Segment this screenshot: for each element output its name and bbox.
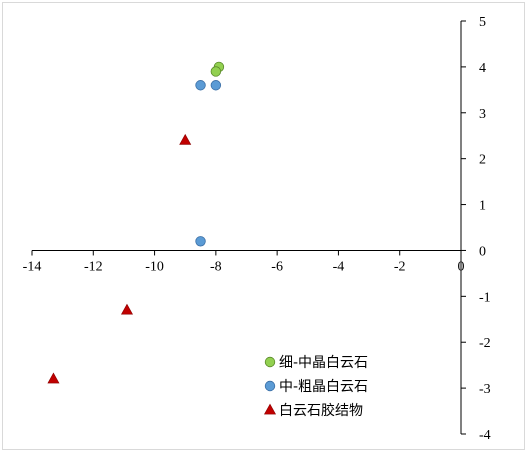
- data-point: [195, 80, 206, 91]
- y-tick-label: -1: [479, 290, 491, 305]
- legend-label: 白云石胶结物: [279, 402, 363, 419]
- data-point: [210, 66, 222, 77]
- legend-label: 细-中晶白云石: [279, 355, 368, 371]
- legend-marker: [264, 380, 276, 392]
- data-points: [47, 61, 225, 384]
- x-tick-label: -6: [271, 259, 283, 274]
- y-tick-label: -4: [479, 428, 491, 443]
- y-tick-label: 3: [479, 107, 486, 122]
- y-tick-label: 5: [479, 15, 486, 30]
- legend-marker: [263, 403, 277, 415]
- data-point: [179, 133, 192, 145]
- data-point: [210, 80, 222, 91]
- y-tick-label: 0: [479, 244, 486, 259]
- x-tick-label: -8: [210, 259, 222, 274]
- x-tick-label: -4: [333, 259, 345, 274]
- y-tick-label: 4: [479, 61, 486, 76]
- data-point: [195, 236, 206, 247]
- legend-label: 中-粗晶白云石: [279, 379, 368, 395]
- data-point: [47, 372, 60, 384]
- legend-marker: [264, 356, 276, 368]
- y-tick-label: 1: [479, 199, 486, 214]
- y-tick-label: -3: [479, 382, 491, 397]
- chart-frame: [2, 2, 525, 450]
- data-point: [120, 303, 134, 315]
- x-tick-label: -14: [23, 259, 42, 274]
- x-tick-label: -12: [84, 259, 103, 274]
- axes: [31, 20, 466, 435]
- y-tick-label: 2: [479, 153, 486, 168]
- x-tick-label: 0: [458, 259, 465, 274]
- tick-labels: -14 -12 -10 -8 -6 -4 -2 0 5 4 3 2 1 0 -1 -2 -3 -4: [23, 15, 491, 443]
- y-tick-label: -2: [479, 336, 491, 351]
- x-tick-label: -10: [145, 259, 164, 274]
- x-tick-label: -2: [394, 259, 406, 274]
